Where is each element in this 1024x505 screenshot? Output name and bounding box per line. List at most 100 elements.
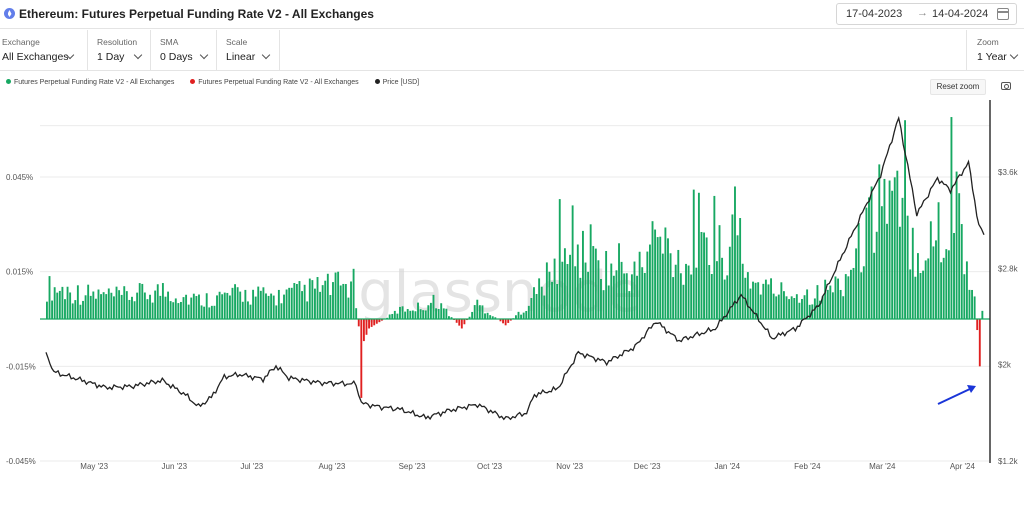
legend-item-price[interactable]: Price [USD] bbox=[374, 79, 420, 86]
zoom-select[interactable]: Zoom 1 Year bbox=[966, 30, 1024, 70]
funding-bar-positive bbox=[295, 284, 298, 319]
funding-bar-positive bbox=[208, 307, 211, 319]
funding-bar-positive bbox=[728, 246, 731, 319]
funding-bar-positive bbox=[530, 298, 533, 319]
funding-bar-positive bbox=[571, 205, 574, 319]
date-start[interactable]: 17-04-2023 bbox=[846, 8, 903, 20]
legend-label-price: Price [USD] bbox=[382, 79, 420, 86]
funding-bar-positive bbox=[780, 282, 783, 319]
funding-bar-positive bbox=[277, 289, 280, 319]
funding-bar-positive bbox=[143, 292, 146, 319]
scale-select[interactable]: Scale Linear bbox=[217, 30, 280, 70]
funding-bar-positive bbox=[247, 301, 249, 319]
funding-bar-positive bbox=[721, 257, 724, 319]
funding-bar-negative bbox=[362, 319, 365, 342]
funding-bar-positive bbox=[772, 293, 775, 319]
funding-bar-positive bbox=[600, 278, 602, 319]
funding-bar-positive bbox=[226, 292, 229, 319]
controls-bar: Exchange All Exchanges Resolution 1 Day … bbox=[0, 30, 1024, 71]
funding-bar-positive bbox=[829, 285, 832, 319]
funding-bar-positive bbox=[708, 265, 711, 319]
funding-bar-positive bbox=[442, 308, 445, 319]
resolution-select[interactable]: Resolution 1 Day bbox=[88, 30, 151, 70]
funding-bar-positive bbox=[971, 289, 973, 319]
funding-bar-positive bbox=[236, 287, 239, 319]
y-right-tick-label: $3.6k bbox=[998, 168, 1019, 177]
funding-bar-positive bbox=[803, 295, 806, 319]
funding-bar-positive bbox=[146, 299, 149, 319]
funding-bar-positive bbox=[440, 303, 443, 319]
y-left-tick-label: -0.045% bbox=[6, 457, 36, 466]
funding-bar-positive bbox=[89, 295, 92, 319]
grid-lines bbox=[40, 125, 990, 462]
chevron-down-icon bbox=[199, 50, 209, 60]
funding-bar-positive bbox=[288, 287, 291, 319]
funding-bar-positive bbox=[411, 310, 414, 319]
funding-bar-positive bbox=[350, 281, 352, 319]
exchange-select[interactable]: Exchange All Exchanges bbox=[0, 30, 88, 70]
sma-select[interactable]: SMA 0 Days bbox=[151, 30, 217, 70]
left-axis-labels: -0.045% -0.015% 0.015% 0.045% bbox=[6, 173, 36, 466]
zoom-value[interactable]: 1 Year bbox=[977, 51, 1007, 63]
funding-bar-positive bbox=[172, 302, 175, 319]
funding-bar-positive bbox=[914, 276, 917, 319]
date-end[interactable]: 14-04-2024 bbox=[932, 8, 989, 20]
arrow-right-icon: → bbox=[917, 7, 928, 19]
funding-bar-positive bbox=[963, 274, 966, 319]
resolution-value[interactable]: 1 Day bbox=[97, 51, 125, 63]
funding-bar-positive bbox=[801, 298, 803, 319]
funding-bar-positive bbox=[651, 221, 654, 319]
funding-bar-positive bbox=[241, 301, 244, 319]
legend-item-negative[interactable]: Futures Perpetual Funding Rate V2 - All … bbox=[190, 79, 359, 86]
y-right-tick-label: $1.2k bbox=[998, 457, 1019, 466]
funding-bar-positive bbox=[329, 295, 332, 319]
funding-bar-negative bbox=[976, 319, 979, 331]
funding-bar-positive bbox=[605, 250, 608, 319]
funding-bar-positive bbox=[752, 281, 754, 319]
funding-bar-positive bbox=[486, 312, 489, 319]
funding-bar-negative bbox=[509, 319, 512, 321]
funding-bar-positive bbox=[566, 264, 569, 319]
sma-value[interactable]: 0 Days bbox=[160, 51, 193, 63]
funding-bar-positive bbox=[481, 305, 484, 319]
funding-bar-positive bbox=[654, 229, 657, 319]
funding-bar-positive bbox=[298, 281, 301, 319]
funding-bar-positive bbox=[607, 285, 610, 319]
funding-bar-positive bbox=[594, 248, 597, 319]
funding-bar-positive bbox=[344, 284, 347, 319]
reset-zoom-button[interactable]: Reset zoom bbox=[930, 79, 986, 95]
legend-dot-price bbox=[374, 79, 380, 84]
date-range-picker[interactable]: 17-04-2023 → 14-04-2024 bbox=[836, 3, 1017, 25]
funding-bar-positive bbox=[272, 295, 275, 319]
funding-bar-positive bbox=[321, 285, 324, 319]
funding-bar-positive bbox=[520, 314, 523, 319]
camera-icon[interactable] bbox=[1001, 82, 1011, 90]
funding-bar-positive bbox=[448, 316, 450, 319]
funding-bar-positive bbox=[190, 297, 193, 319]
funding-bar-positive bbox=[850, 269, 852, 319]
funding-bar-positive bbox=[574, 266, 577, 319]
funding-bar-positive bbox=[489, 315, 492, 319]
funding-bar-positive bbox=[311, 280, 314, 319]
exchange-label: Exchange bbox=[2, 37, 40, 47]
funding-bar-positive bbox=[783, 291, 785, 319]
scale-value[interactable]: Linear bbox=[226, 51, 256, 63]
exchange-value[interactable]: All Exchanges bbox=[2, 51, 69, 63]
funding-bar-positive bbox=[695, 267, 698, 319]
calendar-icon[interactable] bbox=[996, 8, 1009, 20]
funding-bar-positive bbox=[64, 299, 66, 319]
funding-bar-negative bbox=[978, 319, 981, 367]
legend-item-positive[interactable]: Futures Perpetual Funding Rate V2 - All … bbox=[6, 79, 174, 86]
funding-bar-positive bbox=[950, 117, 953, 319]
funding-bar-positive bbox=[868, 197, 870, 319]
funding-bar-positive bbox=[393, 310, 396, 319]
funding-bar-positive bbox=[893, 177, 896, 319]
funding-bar-positive bbox=[679, 273, 682, 319]
funding-bar-positive bbox=[396, 313, 399, 319]
funding-bar-positive bbox=[468, 316, 471, 319]
funding-bar-negative bbox=[378, 319, 381, 323]
funding-bar-positive bbox=[641, 267, 644, 319]
funding-bar-positive bbox=[690, 274, 693, 319]
funding-bar-positive bbox=[92, 291, 95, 319]
funding-rate-bars bbox=[46, 117, 984, 398]
